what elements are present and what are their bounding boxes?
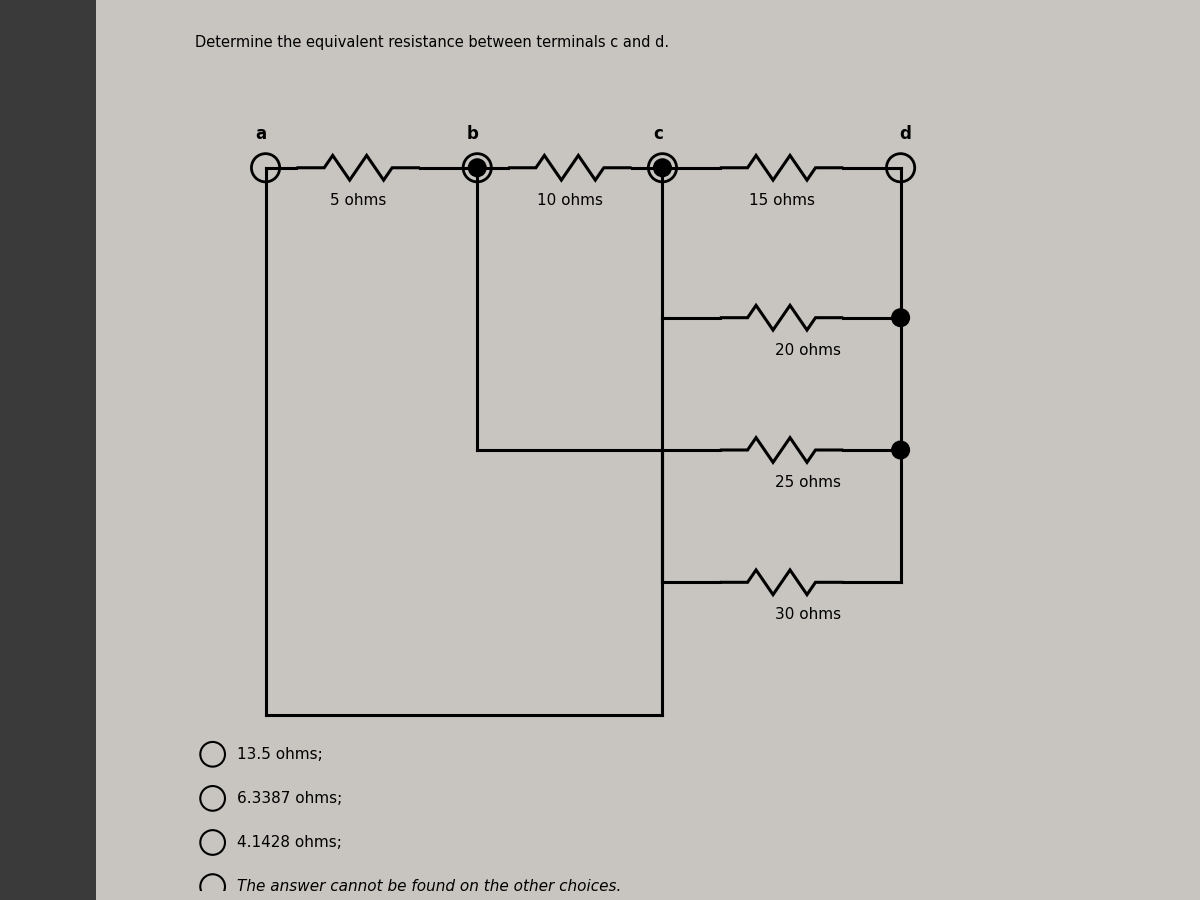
Circle shape <box>892 309 910 327</box>
Text: 25 ohms: 25 ohms <box>775 475 841 490</box>
Text: 5 ohms: 5 ohms <box>330 193 386 208</box>
Text: 4.1428 ohms;: 4.1428 ohms; <box>238 835 342 850</box>
Text: 6.3387 ohms;: 6.3387 ohms; <box>238 791 342 806</box>
Text: 20 ohms: 20 ohms <box>775 343 841 357</box>
Text: The answer cannot be found on the other choices.: The answer cannot be found on the other … <box>238 879 622 894</box>
Text: d: d <box>899 125 911 143</box>
Text: 10 ohms: 10 ohms <box>536 193 602 208</box>
Text: c: c <box>653 125 662 143</box>
Circle shape <box>654 159 671 176</box>
Circle shape <box>892 441 910 459</box>
Text: 13.5 ohms;: 13.5 ohms; <box>238 747 323 761</box>
Text: b: b <box>467 125 479 143</box>
Text: a: a <box>256 125 266 143</box>
Text: Determine the equivalent resistance between terminals c and d.: Determine the equivalent resistance betw… <box>196 35 670 50</box>
Text: 30 ohms: 30 ohms <box>775 608 841 622</box>
Text: 15 ohms: 15 ohms <box>749 193 815 208</box>
Circle shape <box>468 159 486 176</box>
